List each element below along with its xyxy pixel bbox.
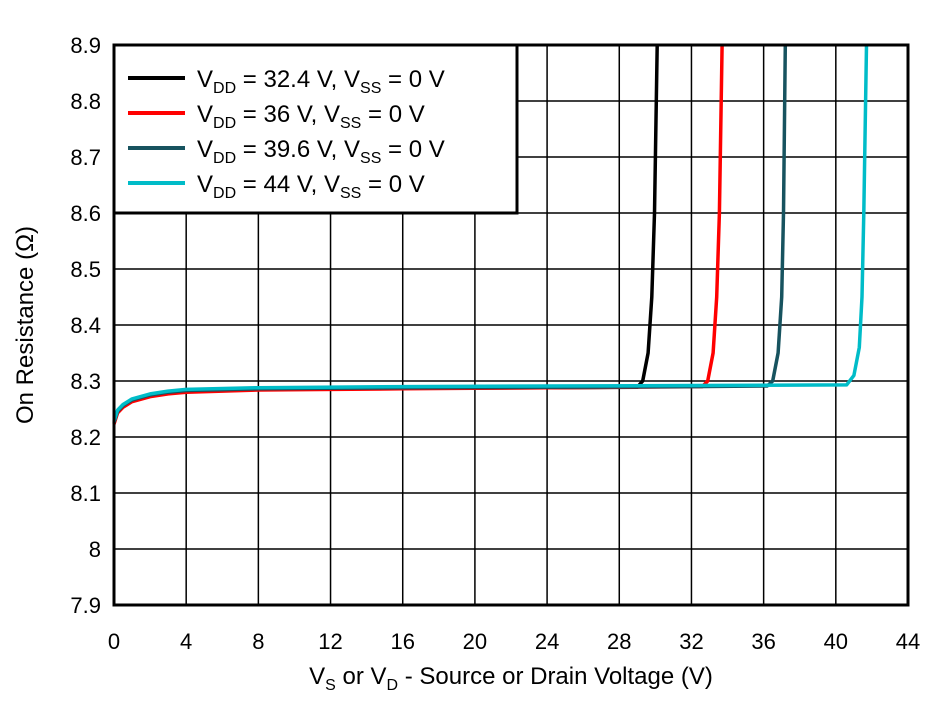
x-tick-label: 28 (607, 629, 631, 654)
y-tick-label: 8.9 (70, 33, 101, 58)
legend-entry: VDD = 32.4 V, VSS = 0 V (197, 66, 445, 97)
x-tick-label: 12 (318, 629, 342, 654)
legend-entry: VDD = 39.6 V, VSS = 0 V (197, 136, 445, 167)
tick-labels: 0 4 8 12 16 20 24 28 32 36 40 44 7.9 8 8.1 8.2 8.3 8.4 8.5… (70, 33, 920, 654)
x-tick-label: 44 (896, 629, 920, 654)
x-tick-label: 4 (180, 629, 192, 654)
y-tick-label: 8.4 (70, 313, 101, 338)
y-tick-label: 8.6 (70, 201, 101, 226)
x-tick-label: 32 (679, 629, 703, 654)
legend: VDD = 32.4 V, VSS = 0 V VDD = 36 V, VSS =… (112, 43, 519, 215)
x-tick-label: 24 (535, 629, 559, 654)
series-line-4 (112, 44, 869, 422)
y-tick-label: 8.3 (70, 369, 101, 394)
legend-entry: VDD = 44 V, VSS = 0 V (197, 171, 425, 202)
x-tick-label: 20 (463, 629, 487, 654)
y-tick-label: 8.1 (70, 481, 101, 506)
x-tick-label: 40 (824, 629, 848, 654)
x-tick-label: 16 (390, 629, 414, 654)
x-tick-label: 36 (751, 629, 775, 654)
y-tick-label: 8 (89, 537, 101, 562)
x-tick-label: 8 (252, 629, 264, 654)
x-tick-label: 0 (108, 629, 120, 654)
y-axis-label: On Resistance (Ω) (12, 226, 39, 424)
legend-entry: VDD = 36 V, VSS = 0 V (197, 101, 425, 132)
y-tick-label: 8.2 (70, 425, 101, 450)
y-tick-label: 7.9 (70, 593, 101, 618)
x-axis-label: VS or VD - Source or Drain Voltage (V) (309, 663, 713, 694)
y-tick-label: 8.8 (70, 89, 101, 114)
y-tick-label: 8.5 (70, 257, 101, 282)
series-lines (112, 44, 869, 425)
y-tick-label: 8.7 (70, 145, 101, 170)
